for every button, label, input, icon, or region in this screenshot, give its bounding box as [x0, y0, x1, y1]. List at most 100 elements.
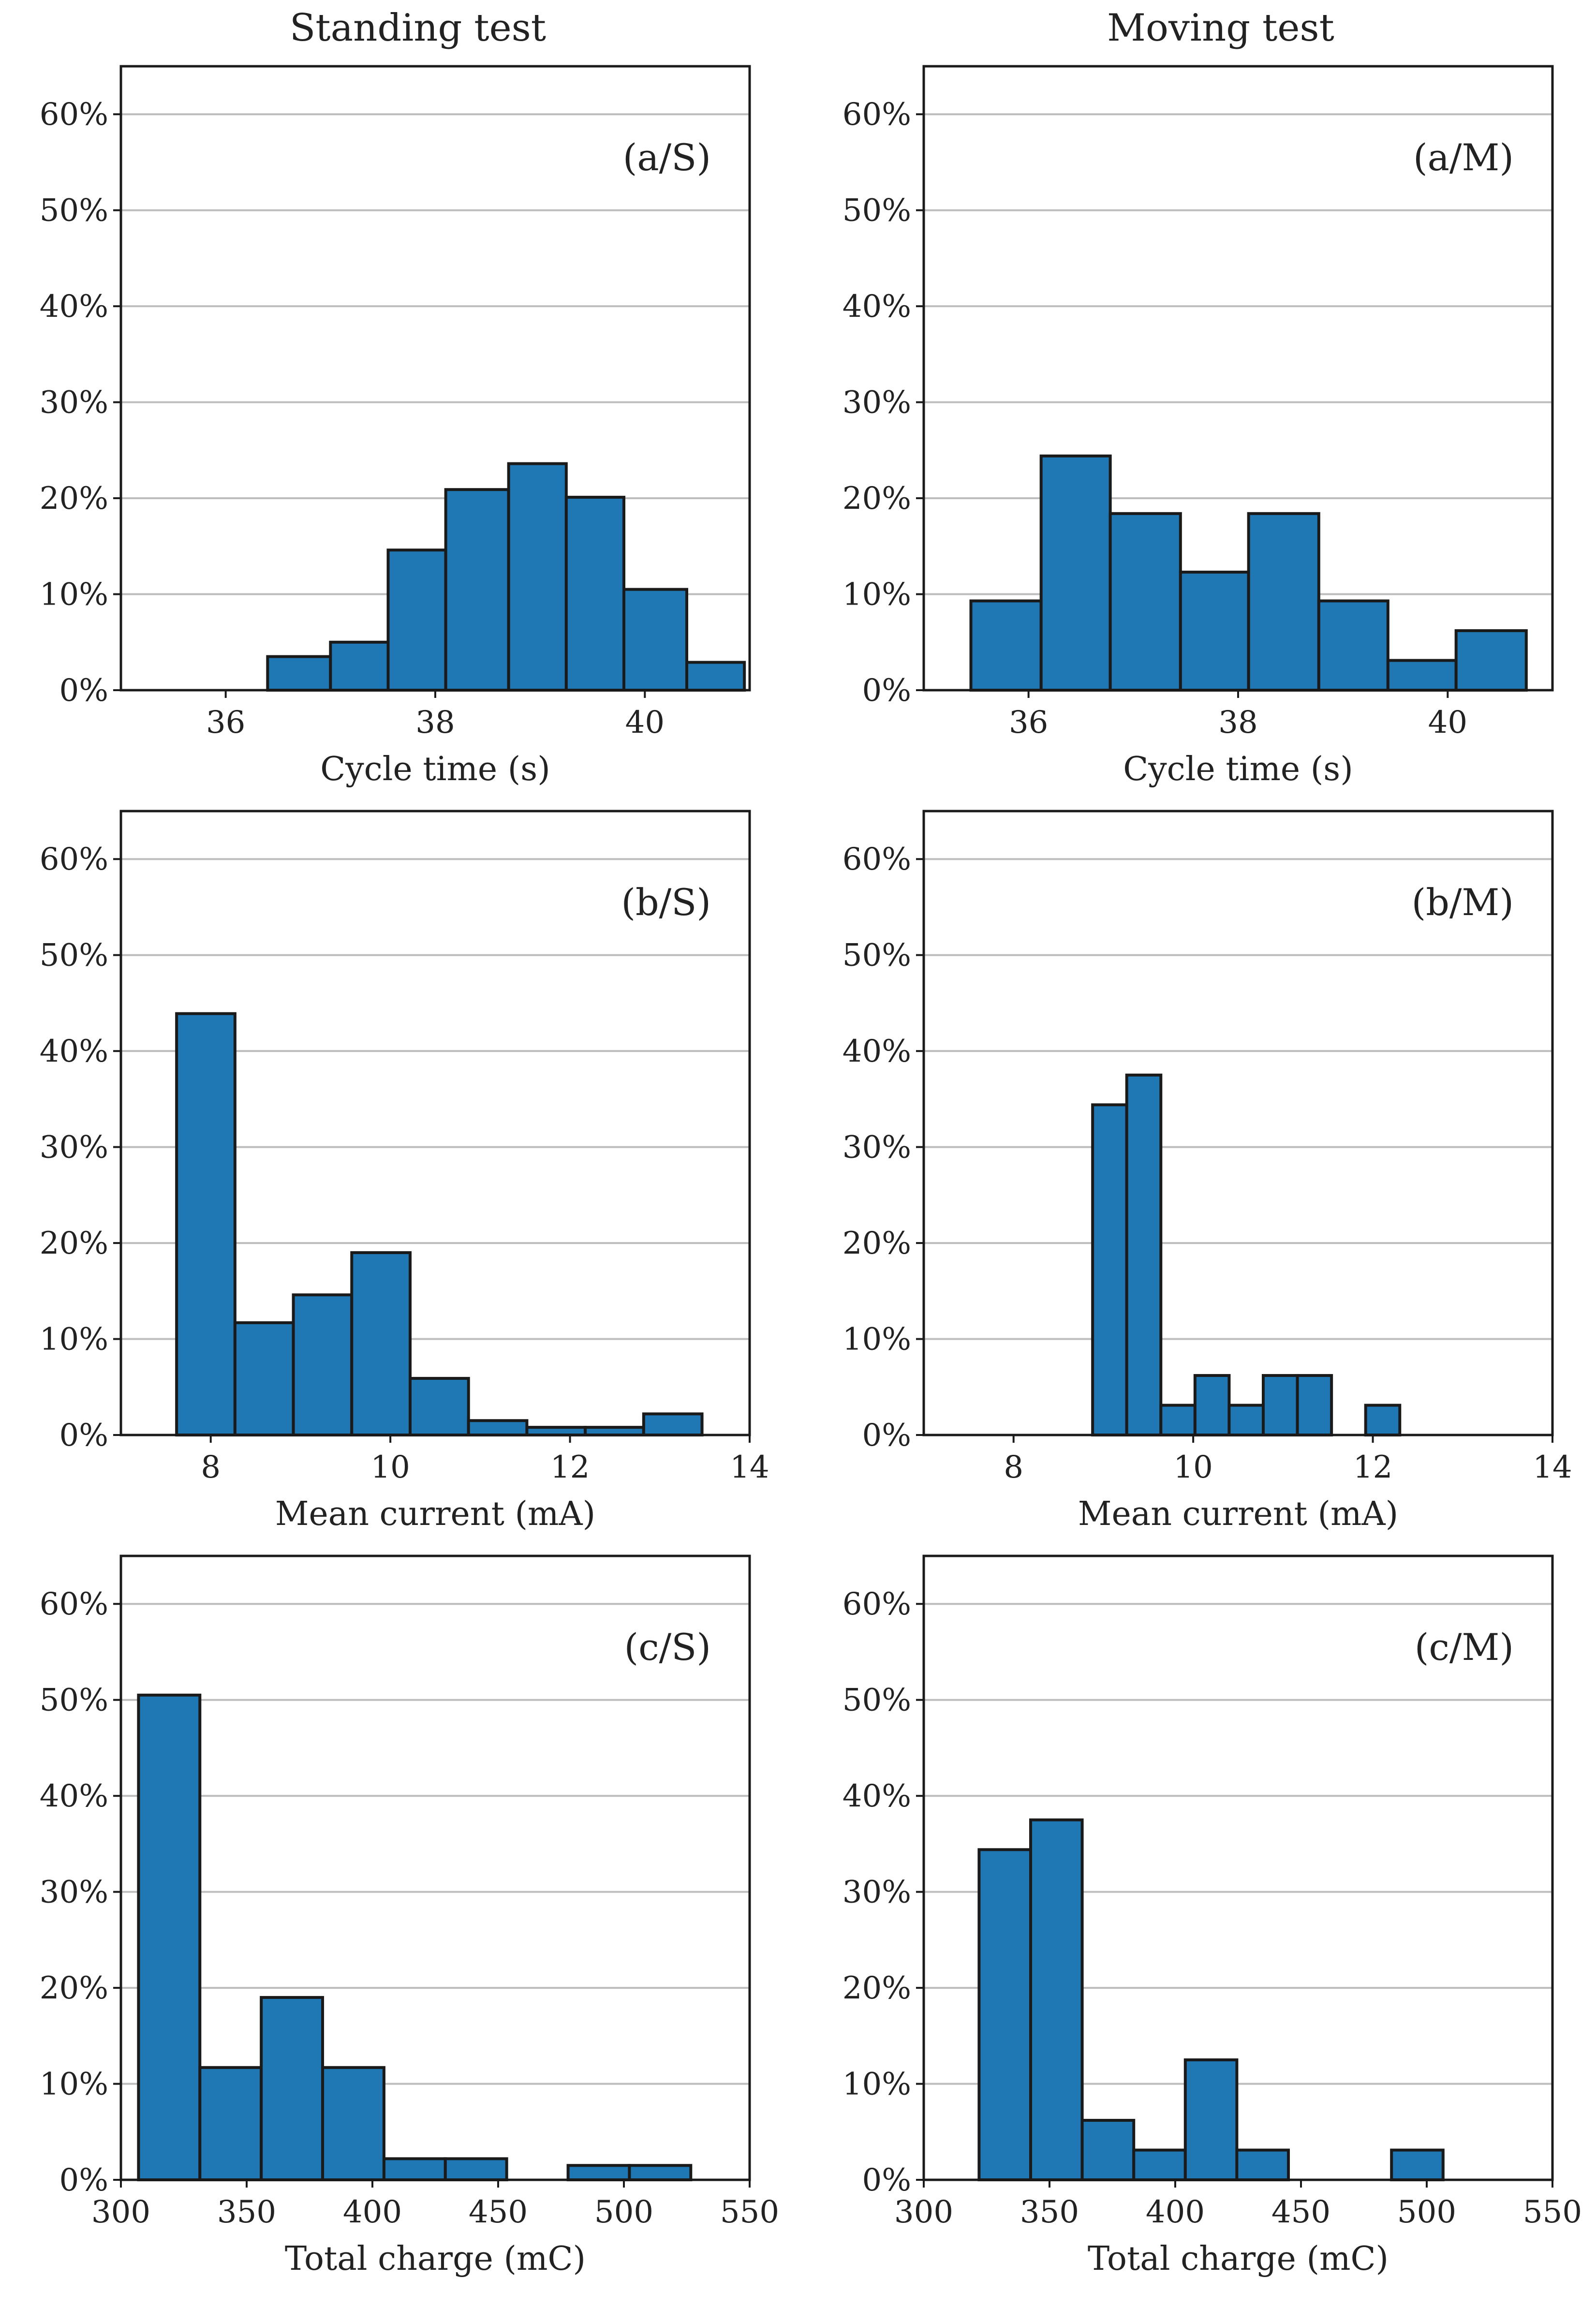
- panel-label: (c/M): [1415, 1626, 1514, 1669]
- y-tick-label: 0%: [59, 2162, 108, 2198]
- y-tick-label: 40%: [842, 1034, 911, 1069]
- histogram-bar: [443, 2157, 508, 2181]
- y-tick-label: 50%: [40, 1683, 108, 1718]
- histogram-bar: [507, 462, 568, 692]
- histogram-bar: [350, 1251, 412, 1437]
- y-tick-label: 60%: [40, 1586, 108, 1622]
- y-tick-label: 0%: [862, 1418, 911, 1453]
- histogram-bar: [1262, 1374, 1299, 1437]
- histogram-bar: [1108, 512, 1182, 692]
- histogram-bar: [233, 1321, 295, 1437]
- chart-panel-a-S: 0% 10% 20% 30% 40% 50% 60% 36 38 40 Cycle time (s)…: [40, 65, 751, 788]
- x-tick-label: 14: [1533, 1450, 1572, 1485]
- y-tick-label: 40%: [40, 1778, 108, 1814]
- y-tick-label: 20%: [842, 1970, 911, 2006]
- y-tick-label: 0%: [862, 2162, 911, 2198]
- axes-frame: [922, 1554, 1554, 2181]
- x-tick-label: 8: [1004, 1450, 1023, 1485]
- x-tick-label: 12: [1353, 1450, 1392, 1485]
- x-axis-label: Cycle time (s): [320, 750, 550, 788]
- histogram-bar: [1193, 1374, 1231, 1437]
- x-tick-label: 450: [469, 2194, 528, 2230]
- column-title-moving: Moving test: [1107, 6, 1334, 50]
- y-tick-label: 30%: [842, 1875, 911, 1910]
- y-tick-label: 20%: [842, 481, 911, 517]
- histogram-bar: [444, 488, 510, 692]
- x-tick-label: 10: [370, 1450, 410, 1485]
- x-tick-label: 12: [550, 1450, 590, 1485]
- panels: 0% 10% 20% 30% 40% 50% 60% 36 38 40 Cycle time (s)…: [40, 65, 1582, 2278]
- chart-panel-b-S: 0% 10% 20% 30% 40% 50% 60% 8 10 12 14 Mean current …: [40, 810, 769, 1533]
- y-tick-label: 40%: [842, 289, 911, 325]
- y-tick-label: 10%: [40, 1322, 108, 1358]
- y-tick-label: 10%: [40, 2067, 108, 2102]
- x-tick-label: 300: [91, 2194, 150, 2230]
- y-tick-label: 0%: [59, 673, 108, 709]
- y-tick-label: 30%: [40, 1130, 108, 1166]
- histogram-bar: [1080, 2118, 1136, 2181]
- histogram-bar: [1091, 1103, 1128, 1436]
- histogram-bar: [1179, 570, 1250, 692]
- x-tick-label: 38: [415, 705, 455, 740]
- y-tick-label: 10%: [842, 1322, 911, 1358]
- histogram-bar: [292, 1293, 354, 1436]
- y-tick-label: 20%: [40, 481, 108, 517]
- y-tick-label: 0%: [862, 673, 911, 709]
- y-tick-label: 10%: [40, 577, 108, 613]
- histogram-bar: [329, 640, 390, 692]
- panel-label: (b/M): [1412, 881, 1514, 924]
- x-tick-label: 550: [1523, 2194, 1582, 2230]
- y-tick-label: 60%: [842, 97, 911, 133]
- x-tick-label: 36: [1009, 705, 1048, 740]
- y-tick-label: 60%: [40, 842, 108, 877]
- histogram-bar: [622, 588, 688, 692]
- histogram-bar: [409, 1376, 470, 1437]
- y-tick-label: 40%: [40, 289, 108, 325]
- x-tick-label: 400: [343, 2194, 402, 2230]
- histogram-bar: [566, 2164, 631, 2182]
- y-tick-label: 50%: [842, 1683, 911, 1718]
- x-tick-label: 350: [1020, 2194, 1079, 2230]
- histogram-bar: [467, 1419, 529, 1436]
- histogram-bar: [1183, 2058, 1239, 2181]
- chart-panel-c-S: 0% 10% 20% 30% 40% 50% 60% 300 350 400 450 500 550 To…: [40, 1554, 779, 2278]
- axes-frame: [119, 1554, 751, 2181]
- panel-label: (a/S): [623, 136, 711, 179]
- y-tick-label: 60%: [842, 1586, 911, 1622]
- x-axis-label: Total charge (mC): [285, 2240, 586, 2278]
- x-tick-label: 500: [594, 2194, 653, 2230]
- histogram-bar: [1029, 1818, 1084, 2182]
- y-tick-label: 30%: [842, 385, 911, 421]
- histogram-bar: [1227, 1404, 1265, 1436]
- y-tick-label: 30%: [40, 385, 108, 421]
- y-tick-label: 50%: [842, 938, 911, 974]
- x-axis-label: Mean current (mA): [1078, 1495, 1398, 1533]
- histogram-bar: [260, 1996, 325, 2181]
- x-tick-label: 300: [894, 2194, 953, 2230]
- x-tick-label: 40: [1428, 705, 1467, 740]
- x-axis-label: Total charge (mC): [1088, 2240, 1389, 2278]
- y-tick-label: 20%: [40, 1226, 108, 1261]
- y-tick-label: 20%: [842, 1226, 911, 1261]
- panel-label: (b/S): [621, 881, 711, 924]
- y-tick-label: 40%: [40, 1034, 108, 1069]
- x-tick-label: 400: [1146, 2194, 1205, 2230]
- histogram-bar: [386, 548, 447, 692]
- y-tick-label: 30%: [40, 1875, 108, 1910]
- histogram-bar: [1296, 1374, 1333, 1437]
- x-tick-label: 36: [206, 705, 245, 740]
- y-tick-label: 50%: [40, 938, 108, 974]
- histogram-bar: [642, 1412, 704, 1436]
- histogram-bar: [266, 655, 332, 692]
- x-tick-label: 10: [1173, 1450, 1212, 1485]
- axes-frame: [922, 810, 1554, 1436]
- y-tick-label: 30%: [842, 1130, 911, 1166]
- histogram-bar: [175, 1012, 236, 1437]
- histogram-bar: [1125, 1073, 1163, 1437]
- y-tick-label: 40%: [842, 1778, 911, 1814]
- x-tick-label: 450: [1271, 2194, 1330, 2230]
- chart-panel-a-M: 0% 10% 20% 30% 40% 50% 60% 36 38 40 Cycle time (s)…: [842, 65, 1554, 788]
- histogram-bar: [1390, 2148, 1445, 2182]
- histogram-bar: [321, 2066, 385, 2181]
- x-tick-label: 550: [720, 2194, 779, 2230]
